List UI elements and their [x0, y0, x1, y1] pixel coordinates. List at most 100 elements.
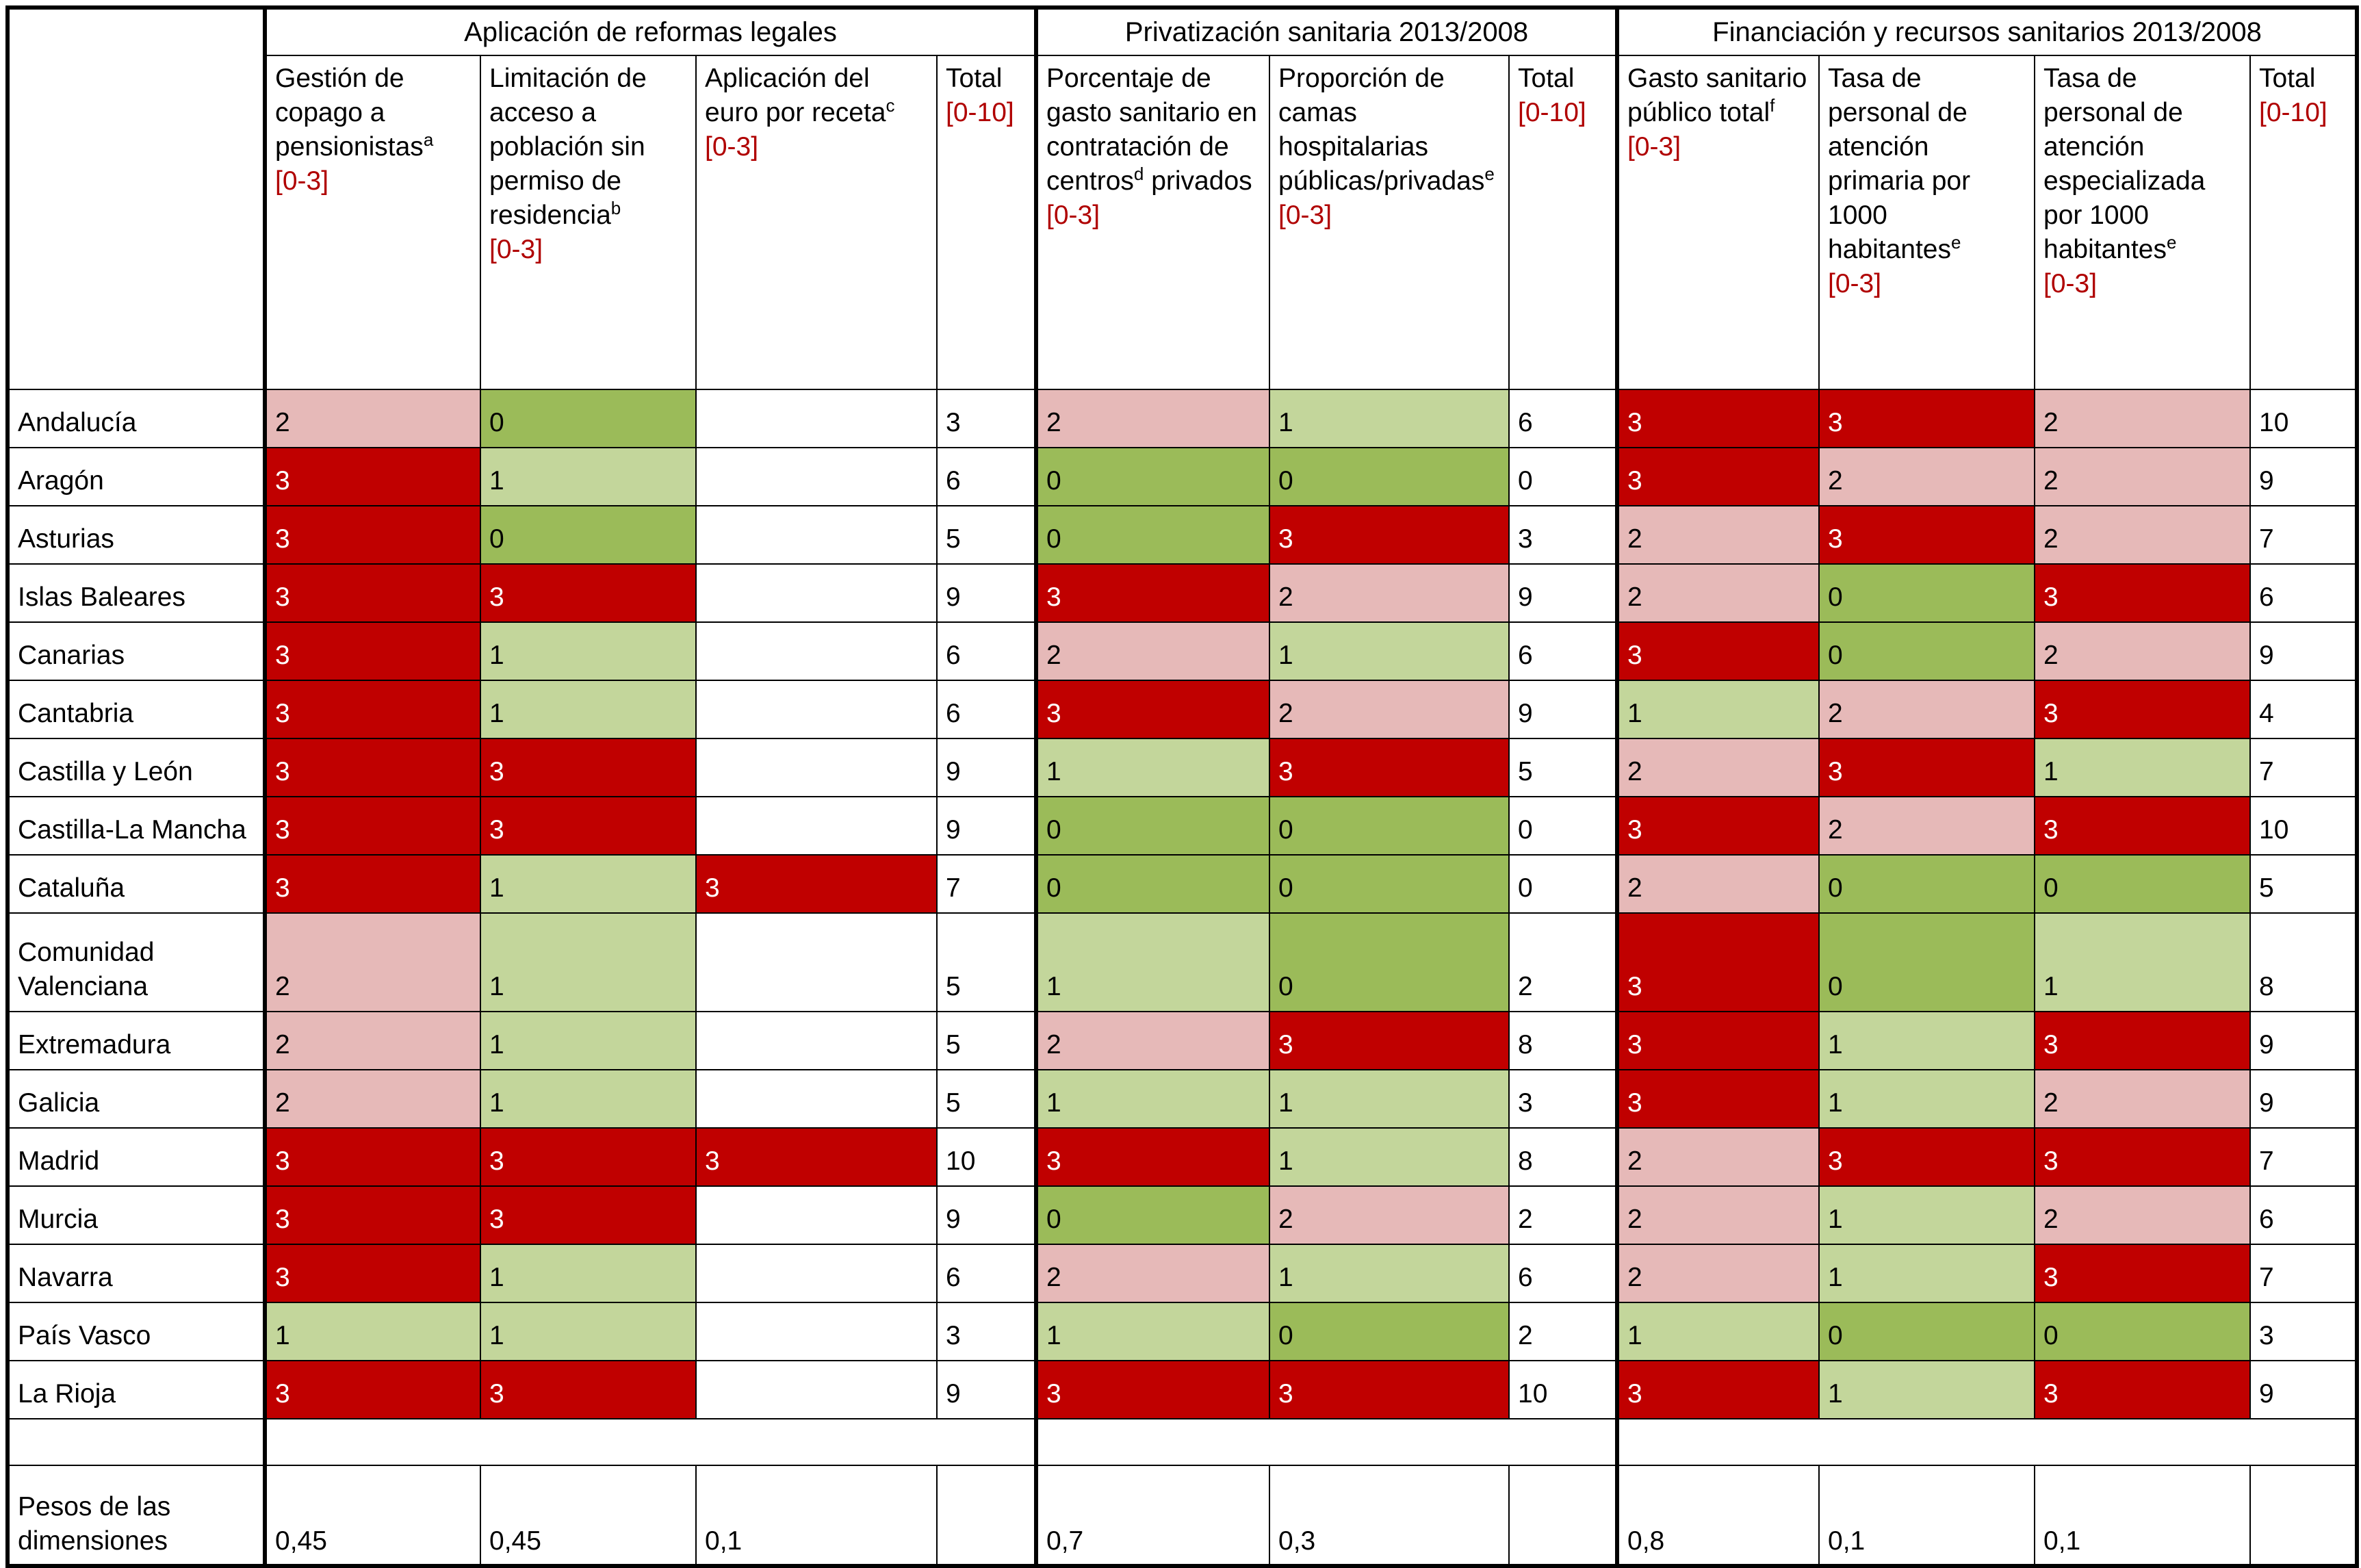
score-cell: 2 [2034, 621, 2251, 681]
score-cell: 6 [936, 1244, 1037, 1303]
data-row: Islas Baleares 3 3 9 3 2 9 2 0 3 6 [7, 563, 2358, 623]
range-label: [0-10] [2259, 98, 2327, 127]
score-cell: 1 [1818, 1069, 2035, 1129]
score-cell: 10 [936, 1127, 1037, 1187]
score-cell: 7 [2249, 505, 2358, 565]
score-cell: 3 [1034, 1127, 1270, 1187]
score-cell: 3 [1818, 1127, 2035, 1187]
column-header: Proporción de camas hospitalarias públic… [1269, 55, 1510, 390]
score-cell: 2 [2034, 1069, 2251, 1129]
score-cell [695, 505, 938, 565]
score-cell: 2 [1508, 912, 1618, 1012]
weight-cell [2249, 1465, 2358, 1567]
score-cell: 0 [1034, 447, 1270, 506]
score-cell: 1 [263, 1302, 481, 1361]
score-cell: 0 [1034, 1185, 1270, 1245]
score-cell: 3 [480, 1127, 697, 1187]
score-cell [695, 1244, 938, 1303]
score-cell: 7 [2249, 1127, 2358, 1187]
score-cell: 0 [1818, 854, 2035, 914]
score-cell [695, 1011, 938, 1070]
spacer-cell [1034, 1418, 1618, 1466]
column-header: Porcentaje de gasto sanitario en contrat… [1034, 55, 1270, 390]
score-cell: 2 [1615, 854, 1820, 914]
score-cell: 7 [2249, 1244, 2358, 1303]
score-cell: 5 [936, 912, 1037, 1012]
region-name: Castilla y León [7, 738, 266, 797]
column-header: Tasa de personal de atención primaria po… [1818, 55, 2035, 390]
footnote-mark: c [886, 95, 895, 116]
score-cell: 5 [2249, 854, 2358, 914]
score-cell: 3 [1615, 389, 1820, 448]
score-cell: 2 [1818, 680, 2035, 739]
column-header: Total [0-10] [936, 55, 1037, 390]
score-cell: 2 [1269, 680, 1510, 739]
score-cell: 3 [2034, 563, 2251, 623]
score-cell: 1 [1615, 680, 1820, 739]
range-label: [0-3] [1828, 269, 1882, 298]
score-cell: 2 [1615, 1127, 1820, 1187]
score-cell [695, 796, 938, 856]
score-cell: 1 [1034, 738, 1270, 797]
range-label: [0-3] [275, 166, 329, 196]
score-cell: 3 [936, 389, 1037, 448]
score-cell [695, 1185, 938, 1245]
score-cell: 0 [1818, 563, 2035, 623]
range-label: [0-3] [705, 132, 759, 162]
score-cell: 3 [695, 1127, 938, 1187]
region-name: Castilla-La Mancha [7, 796, 266, 856]
score-cell: 2 [263, 912, 481, 1012]
weights-label: Pesos de las dimensiones [7, 1465, 266, 1567]
score-cell: 1 [480, 447, 697, 506]
data-row: Comunidad Valenciana 2 1 5 1 0 2 3 0 1 8 [7, 912, 2358, 1012]
score-cell: 2 [1269, 563, 1510, 623]
score-cell: 3 [1269, 738, 1510, 797]
data-row: Extremadura 2 1 5 2 3 8 3 1 3 9 [7, 1011, 2358, 1070]
data-row: Castilla y León 3 3 9 1 3 5 2 3 1 7 [7, 738, 2358, 797]
range-label: [0-3] [1627, 132, 1681, 162]
data-row: Galicia 2 1 5 1 1 3 3 1 2 9 [7, 1069, 2358, 1129]
score-cell: 9 [936, 563, 1037, 623]
score-cell: 3 [1269, 1360, 1510, 1419]
score-cell: 1 [1818, 1185, 2035, 1245]
column-header: Tasa de personal de atención especializa… [2034, 55, 2251, 390]
data-row: Murcia 3 3 9 0 2 2 2 1 2 6 [7, 1185, 2358, 1245]
score-cell: 3 [1615, 1069, 1820, 1129]
score-cell: 1 [1818, 1360, 2035, 1419]
score-cell: 1 [1269, 621, 1510, 681]
weight-cell [1508, 1465, 1618, 1567]
score-cell: 2 [2034, 389, 2251, 448]
score-cell: 3 [263, 854, 481, 914]
score-cell: 3 [1508, 1069, 1618, 1129]
score-cell: 6 [936, 621, 1037, 681]
score-cell: 3 [1034, 1360, 1270, 1419]
weight-cell: 0,1 [1818, 1465, 2035, 1567]
score-cell: 1 [1269, 1069, 1510, 1129]
data-table: Aplicación de reformas legales Privatizac… [5, 5, 2359, 1568]
region-name: Galicia [7, 1069, 266, 1129]
region-name: Andalucía [7, 389, 266, 448]
data-row: Madrid 3 3 3 10 3 1 8 2 3 3 7 [7, 1127, 2358, 1187]
range-label: [0-10] [946, 98, 1014, 127]
score-cell: 9 [1508, 680, 1618, 739]
score-cell: 3 [2034, 680, 2251, 739]
score-cell: 2 [1615, 563, 1820, 623]
score-cell: 0 [1034, 505, 1270, 565]
column-label-cont: privados [1151, 166, 1252, 196]
score-cell: 3 [480, 1360, 697, 1419]
score-cell: 3 [1615, 447, 1820, 506]
score-cell: 3 [1818, 505, 2035, 565]
score-cell [695, 680, 938, 739]
column-label: Gestión de copago a pensionistas [275, 64, 424, 162]
score-cell [695, 621, 938, 681]
score-cell: 3 [480, 738, 697, 797]
score-cell: 0 [1508, 447, 1618, 506]
score-cell: 2 [1615, 505, 1820, 565]
score-cell: 2 [1615, 738, 1820, 797]
column-label: Limitación de acceso a población sin per… [489, 64, 647, 230]
spacer-row [7, 1418, 2358, 1466]
score-cell: 2 [1034, 389, 1270, 448]
score-cell: 0 [1818, 912, 2035, 1012]
data-row: La Rioja 3 3 9 3 3 10 3 1 3 9 [7, 1360, 2358, 1419]
score-cell: 6 [936, 680, 1037, 739]
